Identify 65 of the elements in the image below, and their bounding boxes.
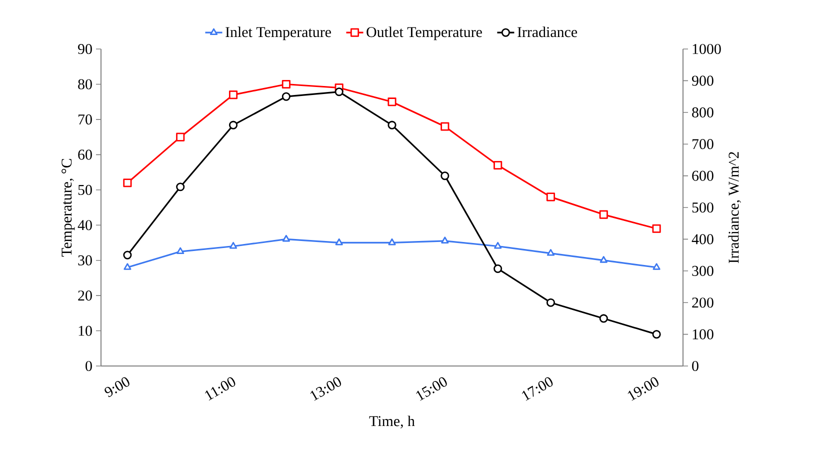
point	[440, 122, 450, 131]
x-tick-label: 19:00	[628, 377, 658, 401]
x-tick-label: 9:00	[104, 377, 130, 398]
y-tick-label: 90	[78, 44, 92, 54]
point	[282, 92, 290, 101]
y2-tick-label: 400	[692, 234, 714, 244]
point	[546, 298, 556, 307]
y-tick-label: 70	[78, 114, 92, 124]
point	[282, 234, 290, 242]
y2-tick-label: 100	[692, 329, 714, 340]
y-tick-label: 30	[78, 255, 92, 266]
point	[123, 250, 132, 260]
y-axis-title: Temperature, °C	[62, 158, 75, 257]
point	[176, 247, 184, 254]
point	[388, 120, 396, 130]
point	[334, 88, 344, 96]
legend-label: Outlet Temperature	[366, 26, 482, 40]
point	[652, 263, 660, 270]
y-tick-label: 20	[78, 290, 92, 301]
point	[494, 160, 502, 170]
x-tick-label: 15:00	[416, 377, 447, 401]
x-tick-label: 11:00	[205, 377, 236, 401]
y2-tick-label: 300	[692, 266, 714, 276]
y-tick-label: 40	[78, 220, 92, 230]
point	[176, 182, 185, 192]
y2-tick-label: 900	[692, 76, 714, 86]
point	[282, 80, 290, 89]
point	[599, 314, 608, 323]
point	[494, 242, 502, 249]
y-tick-label: 50	[78, 184, 92, 195]
point	[228, 120, 238, 130]
y-tick-label: 0	[86, 360, 92, 372]
point	[652, 330, 661, 339]
y2-tick-label: 1000	[692, 44, 721, 54]
point	[229, 242, 238, 249]
point	[440, 172, 450, 180]
point	[546, 249, 555, 256]
point	[441, 236, 449, 244]
point	[652, 224, 661, 233]
y2-tick-label: 700	[692, 139, 714, 150]
point	[599, 210, 608, 219]
x-tick-label: 17:00	[522, 377, 553, 401]
point	[546, 192, 556, 202]
point	[124, 263, 132, 270]
point	[600, 256, 608, 263]
y2-tick-label: 500	[692, 202, 714, 213]
y2-tick-label: 0	[692, 360, 698, 372]
y2-tick-label: 200	[692, 298, 714, 308]
legend-label: Inlet Temperature	[226, 26, 331, 40]
y-tick-label: 10	[78, 326, 92, 336]
y-tick-label: 60	[78, 150, 92, 160]
y2-axis-title: Irradiance, W/m^2	[728, 152, 741, 264]
point	[228, 90, 238, 100]
y2-tick-label: 600	[692, 170, 714, 181]
y2-tick-label: 800	[692, 107, 714, 118]
x-axis-title: Time, h	[369, 416, 415, 428]
point	[494, 264, 502, 273]
y-tick-label: 80	[78, 79, 92, 90]
point	[335, 238, 343, 246]
point	[388, 98, 396, 106]
point	[176, 132, 185, 142]
point	[388, 238, 396, 246]
legend-label: Irradiance	[518, 26, 578, 38]
x-tick-label: 13:00	[310, 377, 342, 401]
point	[123, 178, 132, 188]
